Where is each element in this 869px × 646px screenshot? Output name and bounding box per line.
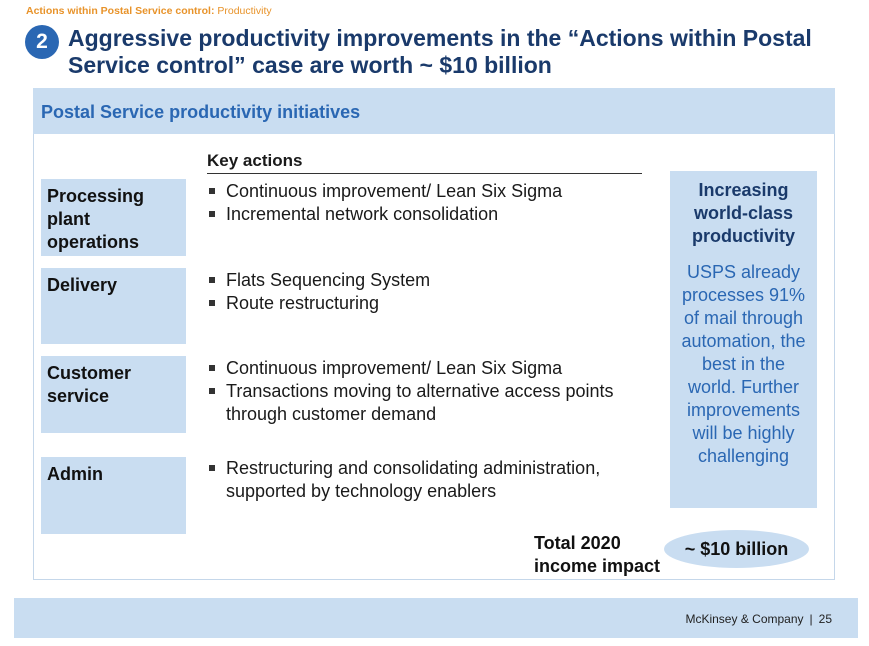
- footer-bar: McKinsey & Company | 25: [14, 598, 858, 638]
- total-label-line2: income impact: [534, 556, 661, 576]
- action-item: Flats Sequencing System: [206, 269, 656, 292]
- total-label-line1: Total 2020: [534, 533, 621, 553]
- section-number-badge: 2: [25, 25, 59, 59]
- total-impact-label: Total 2020 income impact: [534, 532, 660, 578]
- actions-list-processing: Continuous improvement/ Lean Six Sigma I…: [206, 180, 656, 226]
- total-impact-value: ~ $10 billion: [664, 530, 809, 568]
- productivity-callout: Increasing world-class productivity USPS…: [670, 171, 817, 508]
- action-item: Route restructuring: [206, 292, 656, 315]
- action-item: Continuous improvement/ Lean Six Sigma: [206, 357, 646, 380]
- breadcrumb-topic: Productivity: [214, 5, 272, 17]
- actions-list-admin: Restructuring and consolidating administ…: [206, 457, 636, 503]
- action-item: Incremental network consolidation: [206, 203, 656, 226]
- category-customer-service: Customer service: [41, 356, 186, 433]
- breadcrumb: Actions within Postal Service control: P…: [26, 5, 272, 17]
- category-admin: Admin: [41, 457, 186, 534]
- footer-credit: McKinsey & Company | 25: [685, 612, 832, 626]
- callout-heading: Increasing world-class productivity: [691, 180, 795, 246]
- panel-header: Postal Service productivity initiatives: [33, 88, 835, 134]
- page-title: Aggressive productivity improvements in …: [68, 25, 812, 78]
- action-item: Transactions moving to alternative acces…: [206, 380, 646, 426]
- action-item: Restructuring and consolidating administ…: [206, 457, 636, 503]
- category-processing-plant: Processing plant operations: [41, 179, 186, 256]
- category-delivery: Delivery: [41, 268, 186, 344]
- panel-title: Postal Service productivity initiatives: [41, 102, 361, 122]
- key-actions-heading: Key actions: [207, 151, 642, 174]
- breadcrumb-section: Actions within Postal Service control:: [26, 5, 215, 17]
- footer-separator: |: [809, 612, 813, 626]
- actions-list-delivery: Flats Sequencing System Route restructur…: [206, 269, 656, 315]
- callout-text: USPS already processes 91% of mail throu…: [681, 262, 806, 466]
- company-name: McKinsey & Company: [685, 612, 804, 626]
- action-item: Continuous improvement/ Lean Six Sigma: [206, 180, 656, 203]
- actions-list-customer-service: Continuous improvement/ Lean Six Sigma T…: [206, 357, 646, 426]
- page-number: 25: [818, 612, 832, 626]
